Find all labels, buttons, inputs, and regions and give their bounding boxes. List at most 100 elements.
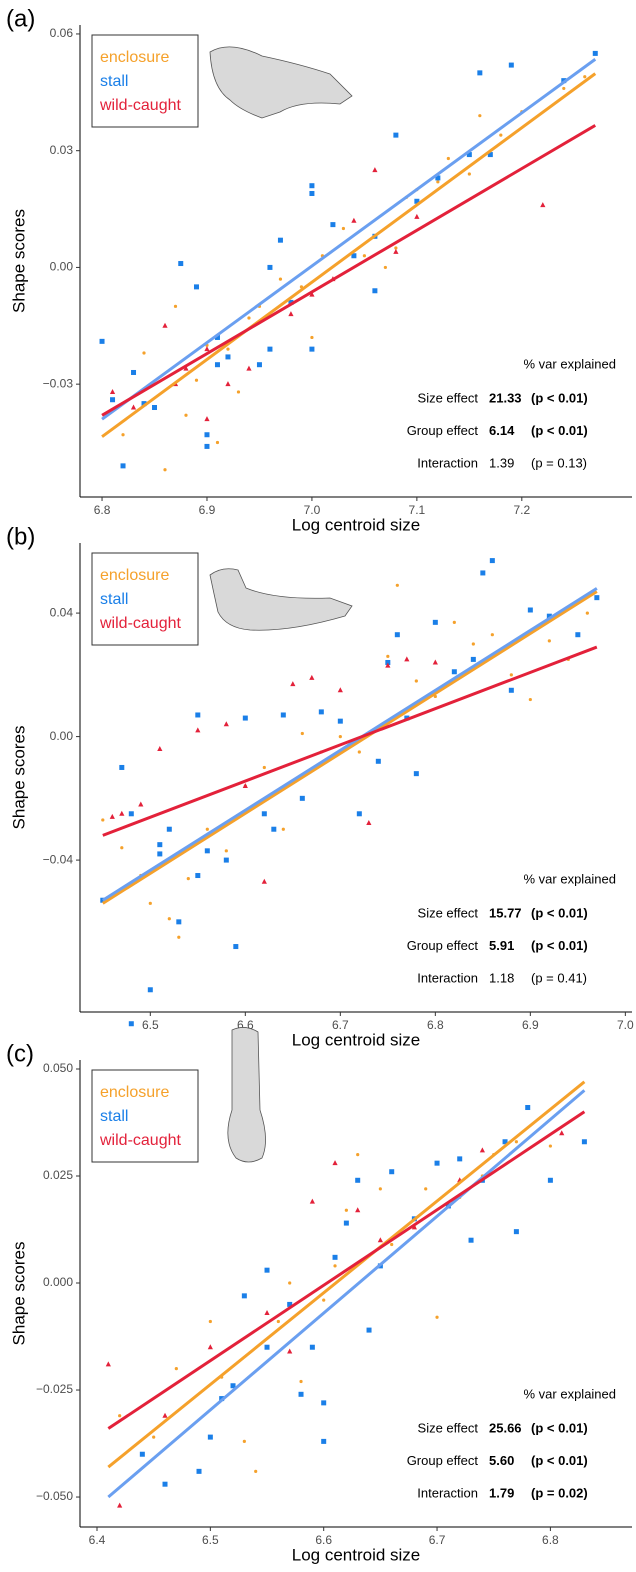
point [195, 873, 201, 879]
point [355, 1177, 361, 1183]
point [176, 919, 182, 925]
point [287, 1348, 293, 1354]
point [355, 1207, 361, 1213]
point [166, 826, 172, 832]
x-tick-label: 6.4 [89, 1533, 106, 1547]
point [119, 764, 125, 770]
point [109, 813, 115, 819]
fit-line [107, 1089, 586, 1499]
point [451, 669, 457, 675]
point [490, 633, 494, 637]
point [128, 811, 134, 817]
point [130, 404, 137, 410]
point [372, 167, 378, 173]
point [204, 346, 210, 352]
point [344, 1208, 348, 1212]
point [309, 291, 315, 297]
y-tick-label: −0.025 [36, 1382, 73, 1396]
point [435, 175, 441, 181]
y-tick-label: 0.00 [50, 260, 74, 274]
point [356, 1152, 360, 1157]
point [300, 731, 304, 736]
point [280, 712, 286, 718]
stats-header: % var explained [524, 871, 617, 886]
fit-line [107, 1110, 586, 1430]
point [254, 1469, 258, 1473]
x-tick-label: 7.2 [513, 503, 530, 517]
point [174, 1367, 178, 1371]
point [288, 1281, 292, 1285]
point [195, 712, 201, 718]
y-tick-label: 0.000 [43, 1275, 73, 1289]
fit-line [101, 72, 597, 438]
legend-entry: stall [100, 73, 128, 90]
point [157, 842, 163, 848]
point [148, 901, 152, 905]
point [246, 365, 252, 371]
point [271, 826, 277, 832]
point [267, 264, 273, 270]
point [309, 1198, 315, 1204]
point [452, 620, 456, 624]
point [446, 156, 450, 161]
point [375, 758, 381, 764]
y-tick-label: 0.025 [43, 1168, 73, 1182]
point [142, 351, 146, 355]
point [226, 347, 230, 351]
stats-label: Interaction [417, 1485, 478, 1500]
point [214, 334, 220, 340]
point [195, 727, 201, 733]
legend-entry: wild-caught [99, 615, 181, 632]
point [152, 405, 158, 411]
point [131, 369, 137, 375]
y-tick-label: 0.03 [50, 143, 74, 157]
point [184, 413, 188, 417]
point [356, 811, 362, 817]
stats-label: Size effect [418, 1420, 479, 1435]
point [424, 1187, 428, 1191]
point [241, 1293, 247, 1299]
stats-label: Group effect [407, 1453, 479, 1468]
y-axis-title: Shape scores [9, 1242, 28, 1346]
panel-label: (b) [6, 523, 35, 550]
point [337, 718, 343, 724]
point [225, 354, 231, 360]
point [457, 1156, 463, 1162]
stats-p: (p = 0.02) [531, 1485, 588, 1500]
point [386, 654, 390, 658]
point [478, 114, 482, 118]
point [230, 1383, 236, 1389]
point [205, 827, 209, 831]
point [477, 70, 483, 76]
fit-line [107, 1080, 586, 1469]
point [332, 1254, 338, 1260]
fit-line [101, 124, 597, 417]
point [525, 1105, 531, 1111]
point [547, 639, 551, 643]
point [585, 611, 589, 615]
point [338, 734, 342, 739]
point [309, 346, 315, 352]
point [480, 570, 486, 576]
point [128, 1021, 134, 1027]
point [562, 86, 566, 91]
y-tick-label: 0.050 [43, 1061, 73, 1075]
stats-value: 1.79 [489, 1485, 514, 1500]
point [167, 917, 171, 921]
point [138, 801, 144, 807]
point [204, 432, 210, 438]
point [157, 745, 163, 751]
stats-p: (p < 0.01) [531, 423, 588, 438]
stats-value: 1.18 [489, 970, 514, 985]
point [411, 1224, 417, 1230]
point [119, 810, 125, 816]
point [332, 1160, 338, 1166]
point [583, 75, 587, 79]
point [508, 62, 514, 68]
point [513, 1229, 519, 1235]
point [310, 335, 314, 340]
x-axis-title: Log centroid size [292, 1545, 421, 1564]
point [281, 827, 285, 831]
point [548, 1144, 552, 1148]
bone-icon [227, 1027, 266, 1163]
